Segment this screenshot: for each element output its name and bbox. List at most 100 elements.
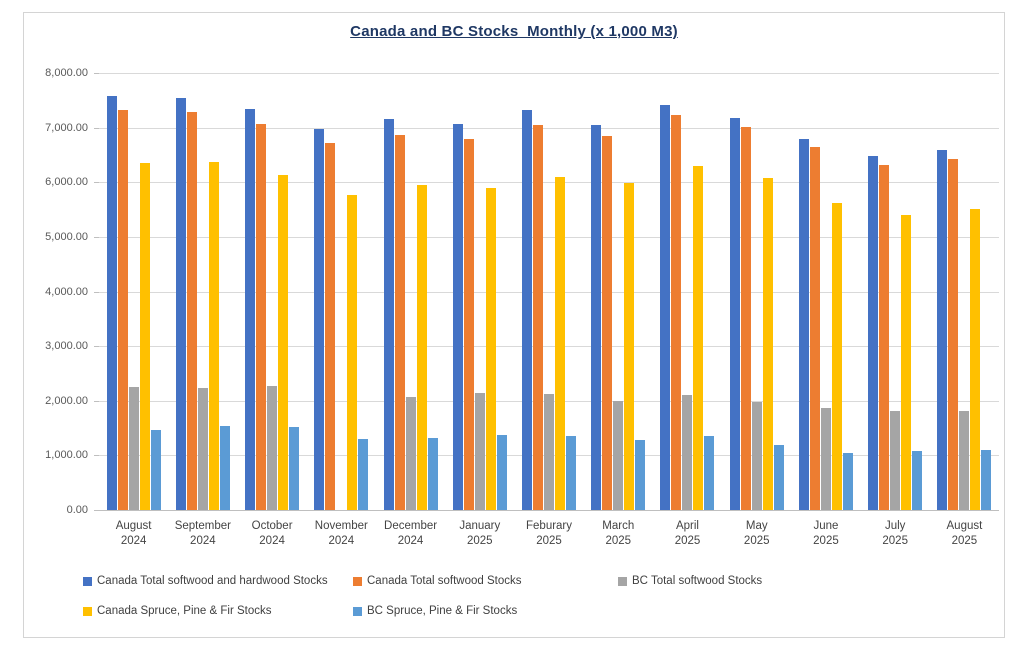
legend-item: Canada Total softwood Stocks bbox=[353, 575, 522, 587]
x-axis-label: July 2025 bbox=[861, 519, 930, 549]
x-axis-label-year: 2024 bbox=[397, 535, 424, 547]
bar-canada-total-softwood bbox=[463, 139, 474, 510]
bar-canada-total-softwood-hardwood bbox=[452, 123, 463, 510]
bar-group bbox=[307, 73, 376, 510]
y-axis-tick-label: 3,000.00 bbox=[45, 340, 88, 353]
legend-label: Canada Total softwood Stocks bbox=[367, 575, 522, 587]
bar-canada-spf bbox=[901, 214, 912, 510]
x-axis: August 2024 September 2024 October 2024 Novemb… bbox=[99, 519, 999, 549]
x-axis-label-month: January bbox=[459, 520, 501, 532]
x-axis-label: November 2024 bbox=[307, 519, 376, 549]
bar-canada-total-softwood bbox=[186, 111, 197, 510]
bar-group bbox=[653, 73, 722, 510]
bar-group bbox=[584, 73, 653, 510]
gridline bbox=[94, 291, 999, 293]
plot-bars bbox=[99, 73, 999, 510]
y-axis-tick-label: 6,000.00 bbox=[45, 176, 88, 189]
gridline bbox=[94, 127, 999, 129]
x-axis-label-month: October bbox=[251, 520, 293, 532]
y-axis-tick-label: 0.00 bbox=[66, 504, 88, 516]
x-axis-label-year: 2025 bbox=[813, 535, 839, 547]
x-axis-label-month: June bbox=[813, 520, 839, 532]
bar-canada-total-softwood-hardwood bbox=[591, 124, 602, 510]
axis-tick bbox=[94, 346, 99, 348]
gridline bbox=[94, 510, 999, 511]
y-axis-tick-label: 1,000.00 bbox=[45, 449, 88, 462]
bar-bc-spf bbox=[427, 438, 438, 510]
x-axis-label-month: August bbox=[946, 520, 983, 532]
bar-group bbox=[445, 73, 514, 510]
x-axis-label-month: December bbox=[384, 520, 438, 532]
legend-item: BC Spruce, Pine & Fir Stocks bbox=[353, 605, 517, 617]
plot-area: 0.00 1,000.00 2,000.00 3,000.00 4,000.00 5,00… bbox=[45, 67, 999, 516]
bar-group bbox=[861, 73, 930, 510]
bar-group bbox=[930, 73, 999, 510]
bar-canada-spf bbox=[416, 185, 427, 510]
bar-bc-total-softwood bbox=[128, 386, 139, 510]
x-axis-label: August 2025 bbox=[930, 519, 999, 549]
bar-group bbox=[376, 73, 445, 510]
legend-swatch bbox=[83, 606, 92, 616]
bar-group bbox=[514, 73, 583, 510]
legend-item: BC Total softwood Stocks bbox=[618, 575, 762, 587]
bar-canada-total-softwood bbox=[394, 134, 405, 510]
bar-canada-spf bbox=[278, 175, 289, 510]
x-axis-label-month: July bbox=[884, 520, 906, 532]
gridline bbox=[94, 73, 999, 74]
axis-tick bbox=[94, 510, 99, 511]
bar-canada-total-softwood-hardwood bbox=[729, 117, 740, 510]
bar-canada-spf bbox=[762, 178, 773, 510]
x-axis-label: April 2025 bbox=[653, 519, 722, 549]
bar-bc-total-softwood bbox=[682, 394, 693, 510]
legend-label: BC Total softwood Stocks bbox=[632, 575, 763, 587]
bar-canada-total-softwood bbox=[533, 124, 544, 510]
bar-canada-total-softwood bbox=[117, 110, 128, 510]
bar-canada-total-softwood-hardwood bbox=[660, 105, 671, 510]
bar-canada-total-softwood-hardwood bbox=[245, 108, 256, 510]
legend-label: Canada Total softwood and hardwood Stock… bbox=[97, 575, 328, 587]
bar-group bbox=[791, 73, 860, 510]
legend-label: BC Spruce, Pine & Fir Stocks bbox=[367, 605, 518, 617]
axis-tick bbox=[94, 291, 99, 293]
bar-bc-total-softwood bbox=[405, 396, 416, 510]
bar-canada-spf bbox=[624, 182, 635, 510]
bar-canada-total-softwood bbox=[809, 147, 820, 510]
axis-tick bbox=[94, 455, 99, 457]
bar-canada-total-softwood bbox=[256, 124, 267, 510]
x-axis-label-month: September bbox=[174, 520, 231, 532]
bar-canada-spf bbox=[139, 163, 150, 510]
x-axis-label: Feburary 2025 bbox=[514, 519, 583, 549]
x-axis-label-year: 2025 bbox=[743, 535, 770, 547]
x-axis-label-year: 2024 bbox=[259, 535, 285, 547]
axis-tick bbox=[94, 182, 99, 184]
legend-item: Canada Total softwood and hardwood Stock… bbox=[83, 575, 328, 587]
x-axis-label-month: November bbox=[314, 520, 368, 532]
x-axis-label-year: 2025 bbox=[674, 535, 701, 547]
legend-swatch bbox=[353, 606, 362, 616]
bar-canada-total-softwood bbox=[948, 158, 959, 510]
bar-canada-total-softwood bbox=[325, 142, 336, 510]
bar-bc-spf bbox=[566, 435, 577, 510]
x-axis-label: June 2025 bbox=[791, 519, 860, 549]
bar-bc-spf bbox=[842, 452, 853, 510]
y-axis-tick-label: 5,000.00 bbox=[45, 230, 88, 243]
x-axis-label-month: May bbox=[745, 520, 768, 532]
bar-bc-total-softwood bbox=[959, 410, 970, 510]
bar-bc-total-softwood bbox=[474, 393, 485, 510]
x-axis-label-year: 2025 bbox=[605, 535, 632, 547]
x-axis-label-year: 2024 bbox=[190, 535, 216, 547]
x-axis-label-month: Feburary bbox=[526, 520, 573, 532]
bar-canada-total-softwood bbox=[671, 114, 682, 510]
bar-bc-total-softwood bbox=[890, 411, 901, 510]
chart-frame: Canada and BC Stocks Monthly (x 1,000 M3… bbox=[23, 12, 1005, 638]
legend-label: Canada Spruce, Pine & Fir Stocks bbox=[97, 605, 272, 617]
bar-bc-total-softwood bbox=[751, 402, 762, 510]
bar-canada-total-softwood bbox=[602, 135, 613, 510]
x-axis-label-month: April bbox=[675, 520, 699, 532]
chart-title: Canada and BC Stocks Monthly (x 1,000 M3… bbox=[350, 23, 678, 40]
bar-canada-total-softwood-hardwood bbox=[106, 95, 117, 510]
x-axis-label: August 2024 bbox=[99, 519, 168, 549]
gridline bbox=[94, 236, 999, 238]
bar-canada-spf bbox=[347, 195, 358, 510]
x-axis-label-year: 2025 bbox=[536, 535, 562, 547]
